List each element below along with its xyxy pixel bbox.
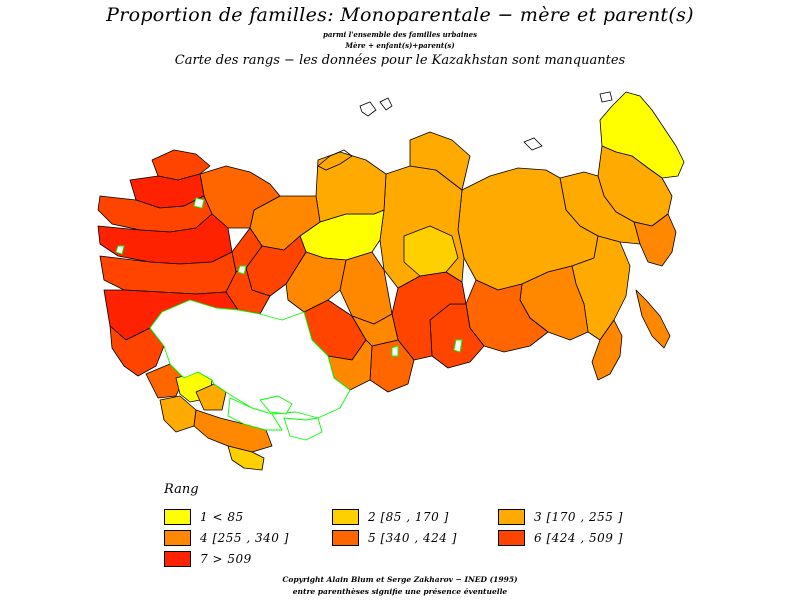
- region-kazakhstan: [149, 299, 351, 419]
- region-eu-central-2: [99, 251, 237, 295]
- legend-swatch: [498, 509, 525, 525]
- island-new-siberian: [523, 137, 543, 151]
- legend-swatch: [164, 551, 191, 567]
- legend-label: 1 < 85: [200, 510, 244, 524]
- region-volga: [195, 383, 227, 411]
- legend-swatch: [498, 530, 525, 546]
- legend-item-rank-1: 1 < 85: [164, 508, 244, 526]
- region-uzbekistan: [227, 397, 283, 431]
- legend-title: Rang: [164, 482, 199, 497]
- legend-swatch: [164, 509, 191, 525]
- subtitle-line-1: parmi l'ensemble des familles urbaines: [322, 30, 478, 39]
- legend-item-rank-5: 5 [340 , 424 ]: [332, 529, 457, 547]
- missing-spot-5: [453, 339, 463, 353]
- region-primorye: [591, 319, 623, 381]
- region-evenkia: [403, 225, 459, 277]
- region-omsk: [285, 251, 347, 313]
- legend-item-rank-4: 4 [255 , 340 ]: [164, 529, 289, 547]
- region-sakhalin: [635, 289, 671, 349]
- legend-item-rank-2: 2 [85 , 170 ]: [332, 508, 449, 526]
- legend-swatch: [164, 530, 191, 546]
- island-wrangel: [599, 91, 613, 103]
- legend-item-rank-3: 3 [170 , 255 ]: [498, 508, 623, 526]
- map-subtitle: Carte des rangs − les données pour le Ka…: [174, 53, 626, 68]
- legend-swatch: [332, 530, 359, 546]
- legend-label: 5 [340 , 424 ]: [368, 531, 457, 545]
- region-armenia: [227, 445, 265, 471]
- region-taimyr: [409, 131, 471, 191]
- choropleth-map: [97, 91, 685, 471]
- region-kyrgyzstan: [259, 395, 293, 415]
- legend-label: 7 > 509: [200, 552, 252, 566]
- region-caucasus-east: [193, 409, 273, 453]
- legend-label: 2 [85 , 170 ]: [368, 510, 449, 524]
- legend-swatch: [332, 509, 359, 525]
- footnote-line: entre parenthèses signifie une présence …: [292, 587, 508, 596]
- legend-label: 6 [424 , 509 ]: [534, 531, 623, 545]
- map-title: Proportion de familles: Monoparentale − …: [106, 4, 694, 26]
- copyright-line: Copyright Alain Blum et Serge Zakharov −…: [282, 575, 518, 584]
- legend-label: 3 [170 , 255 ]: [534, 510, 623, 524]
- missing-spot-3: [237, 265, 247, 275]
- missing-spot-4: [391, 345, 399, 357]
- missing-spot-1: [193, 197, 205, 209]
- legend-item-rank-7: 7 > 509: [164, 550, 252, 568]
- island-severnaya-zemlya: [359, 101, 377, 117]
- island-franz-josef: [379, 97, 393, 111]
- subtitle-line-2: Mère + enfant(s)+parent(s): [345, 41, 455, 50]
- region-yamal: [315, 151, 387, 223]
- legend-item-rank-6: 6 [424 , 509 ]: [498, 529, 623, 547]
- legend-label: 4 [255 , 340 ]: [200, 531, 289, 545]
- region-kamchatka: [633, 213, 677, 267]
- region-ukraine: [109, 325, 165, 377]
- missing-spot-2: [115, 245, 125, 255]
- island-novaya-zemlya: [317, 149, 353, 171]
- region-turkmenistan: [283, 417, 323, 441]
